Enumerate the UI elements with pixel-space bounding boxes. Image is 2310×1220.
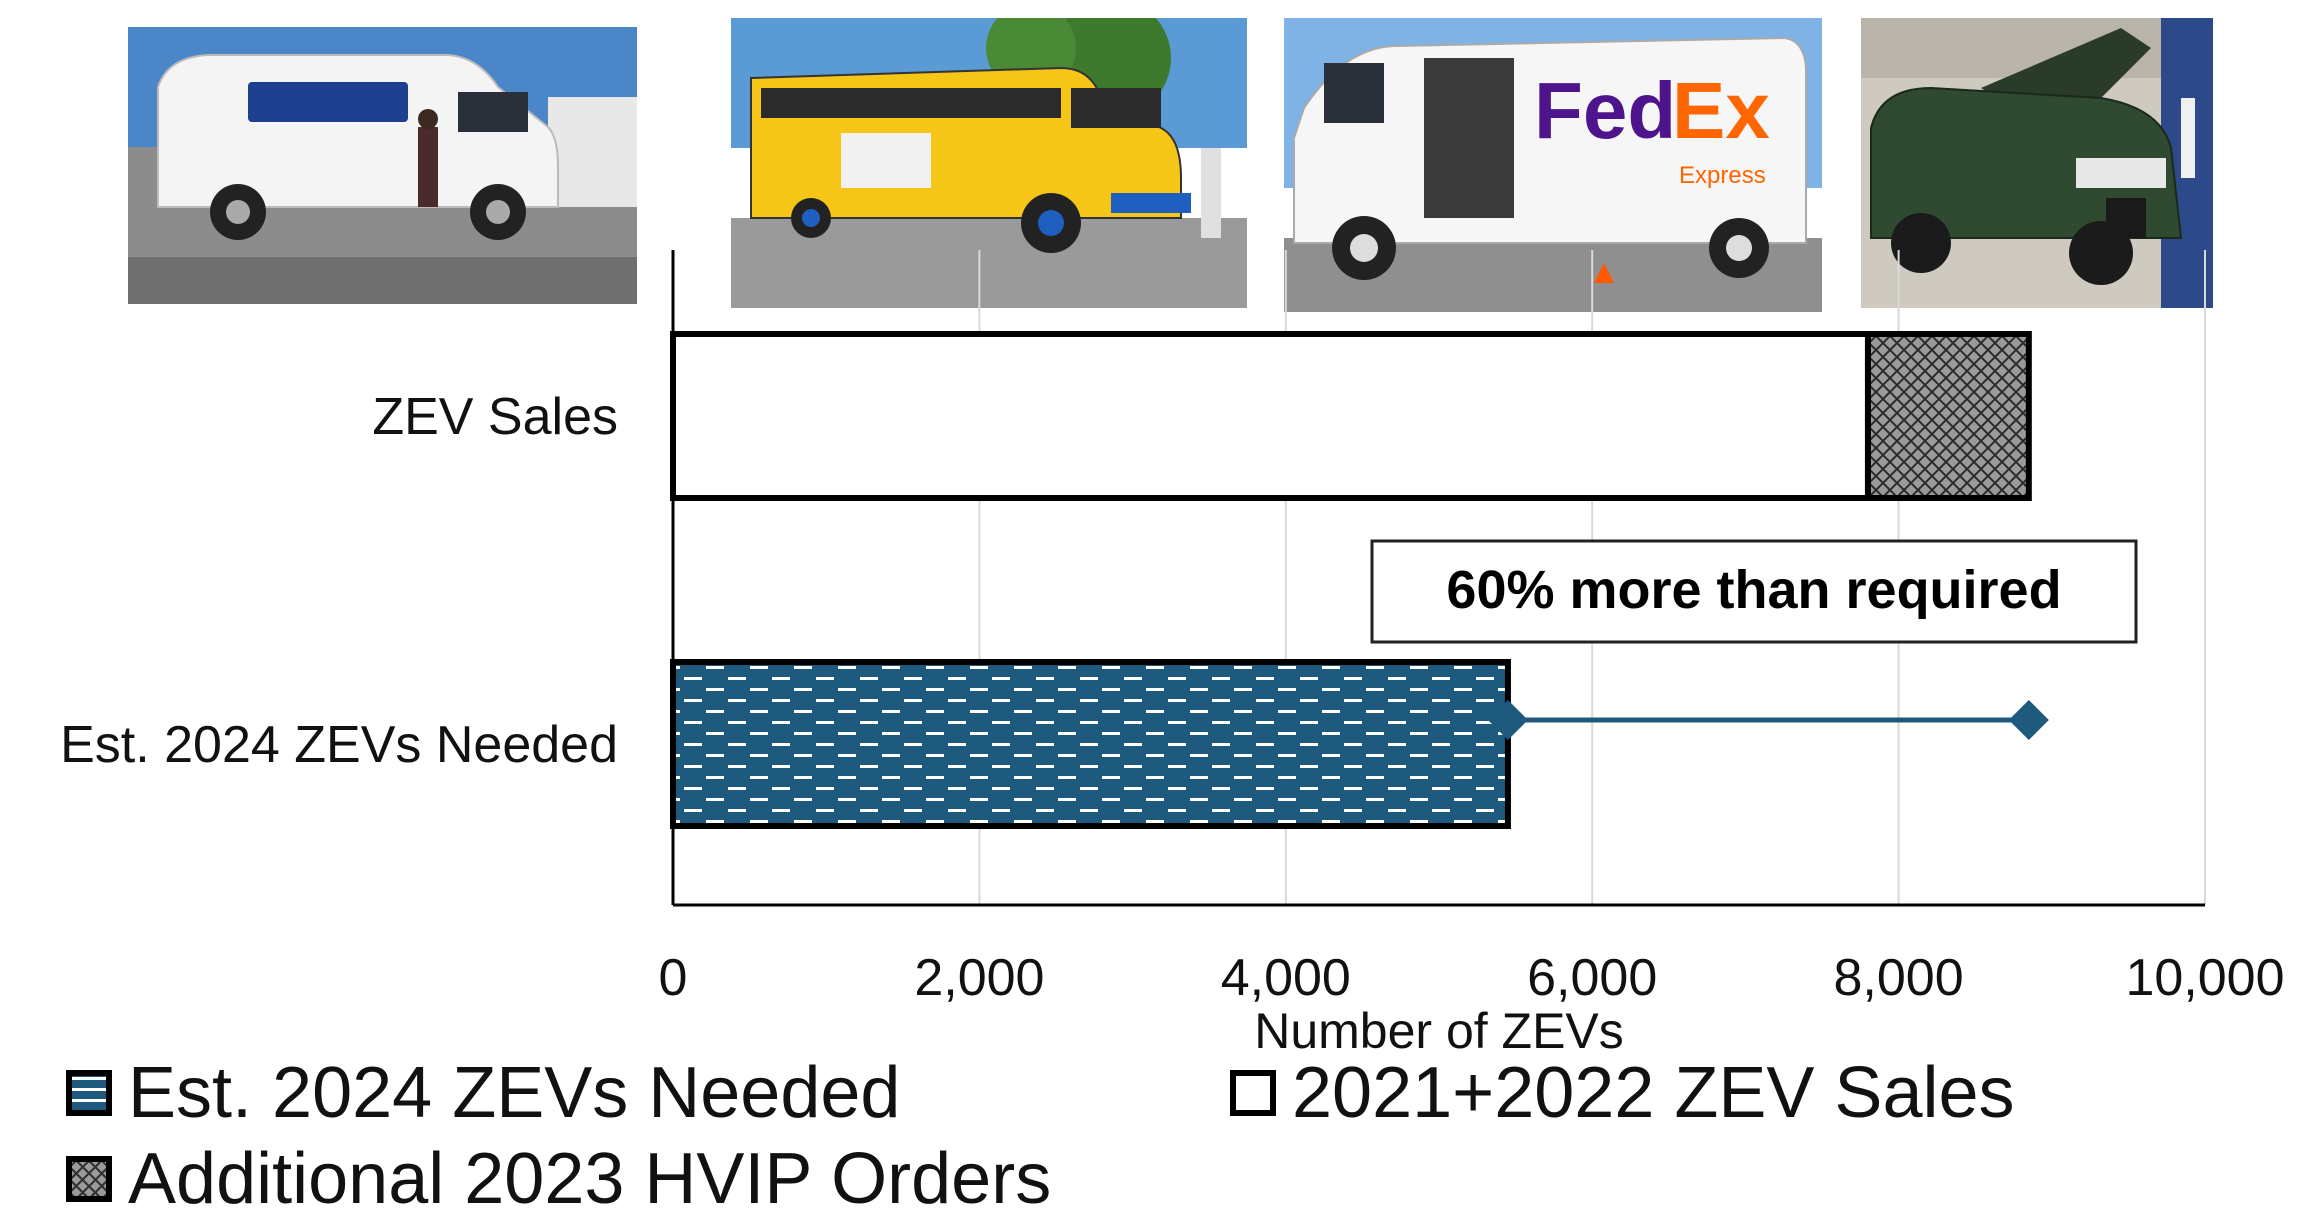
photo-electric-pickup-truck (1861, 18, 2213, 308)
fedex-logo-fed: Fed (1534, 66, 1676, 155)
x-tick-label: 6,000 (1527, 949, 1657, 1007)
x-axis-title: Number of ZEVs (1254, 1003, 1624, 1059)
annotation-box (1370, 539, 2138, 644)
bar-additional-2023-hvip-orders (1864, 331, 2032, 501)
category-label: Est. 2024 ZEVs Needed (60, 716, 618, 774)
x-tick-label: 4,000 (1221, 949, 1351, 1007)
legend-label-needed: Est. 2024 ZEVs Needed (128, 1053, 901, 1133)
legend-item-needed: Est. 2024 ZEVs Needed (66, 1052, 900, 1134)
photo-fedex-delivery-van: Fed Ex Express (1284, 18, 1822, 312)
fedex-logo-express: Express (1679, 162, 1766, 189)
legend-item-orders: Additional 2023 HVIP Orders (66, 1138, 1051, 1220)
legend-item-sales: 2021+2022 ZEV Sales (1230, 1052, 2015, 1134)
photo-electric-cargo-van (128, 27, 637, 304)
legend-label-orders: Additional 2023 HVIP Orders (128, 1139, 1052, 1219)
legend-label-sales: 2021+2022 ZEV Sales (1292, 1053, 2015, 1133)
bar-est-2024-zevs-needed (670, 659, 1511, 829)
annotation-arrow-end-marker (2008, 700, 2049, 740)
legend-swatch-orders (66, 1156, 112, 1202)
legend-swatch-sales (1230, 1070, 1276, 1116)
fedex-logo-ex: Ex (1672, 66, 1770, 155)
legend-swatch-needed (66, 1070, 112, 1116)
annotation-text: 60% more than required (1446, 560, 2061, 620)
annotation-arrow-start-marker (1487, 700, 1528, 740)
photo-electric-school-bus (731, 18, 1247, 308)
category-label: ZEV Sales (372, 388, 618, 446)
bar-2021-2022-zev-sales (670, 331, 1871, 501)
x-tick-label: 8,000 (1834, 949, 1964, 1007)
x-tick-label: 2,000 (914, 949, 1044, 1007)
x-tick-label: 10,000 (2125, 949, 2284, 1007)
x-tick-label: 0 (659, 949, 688, 1007)
